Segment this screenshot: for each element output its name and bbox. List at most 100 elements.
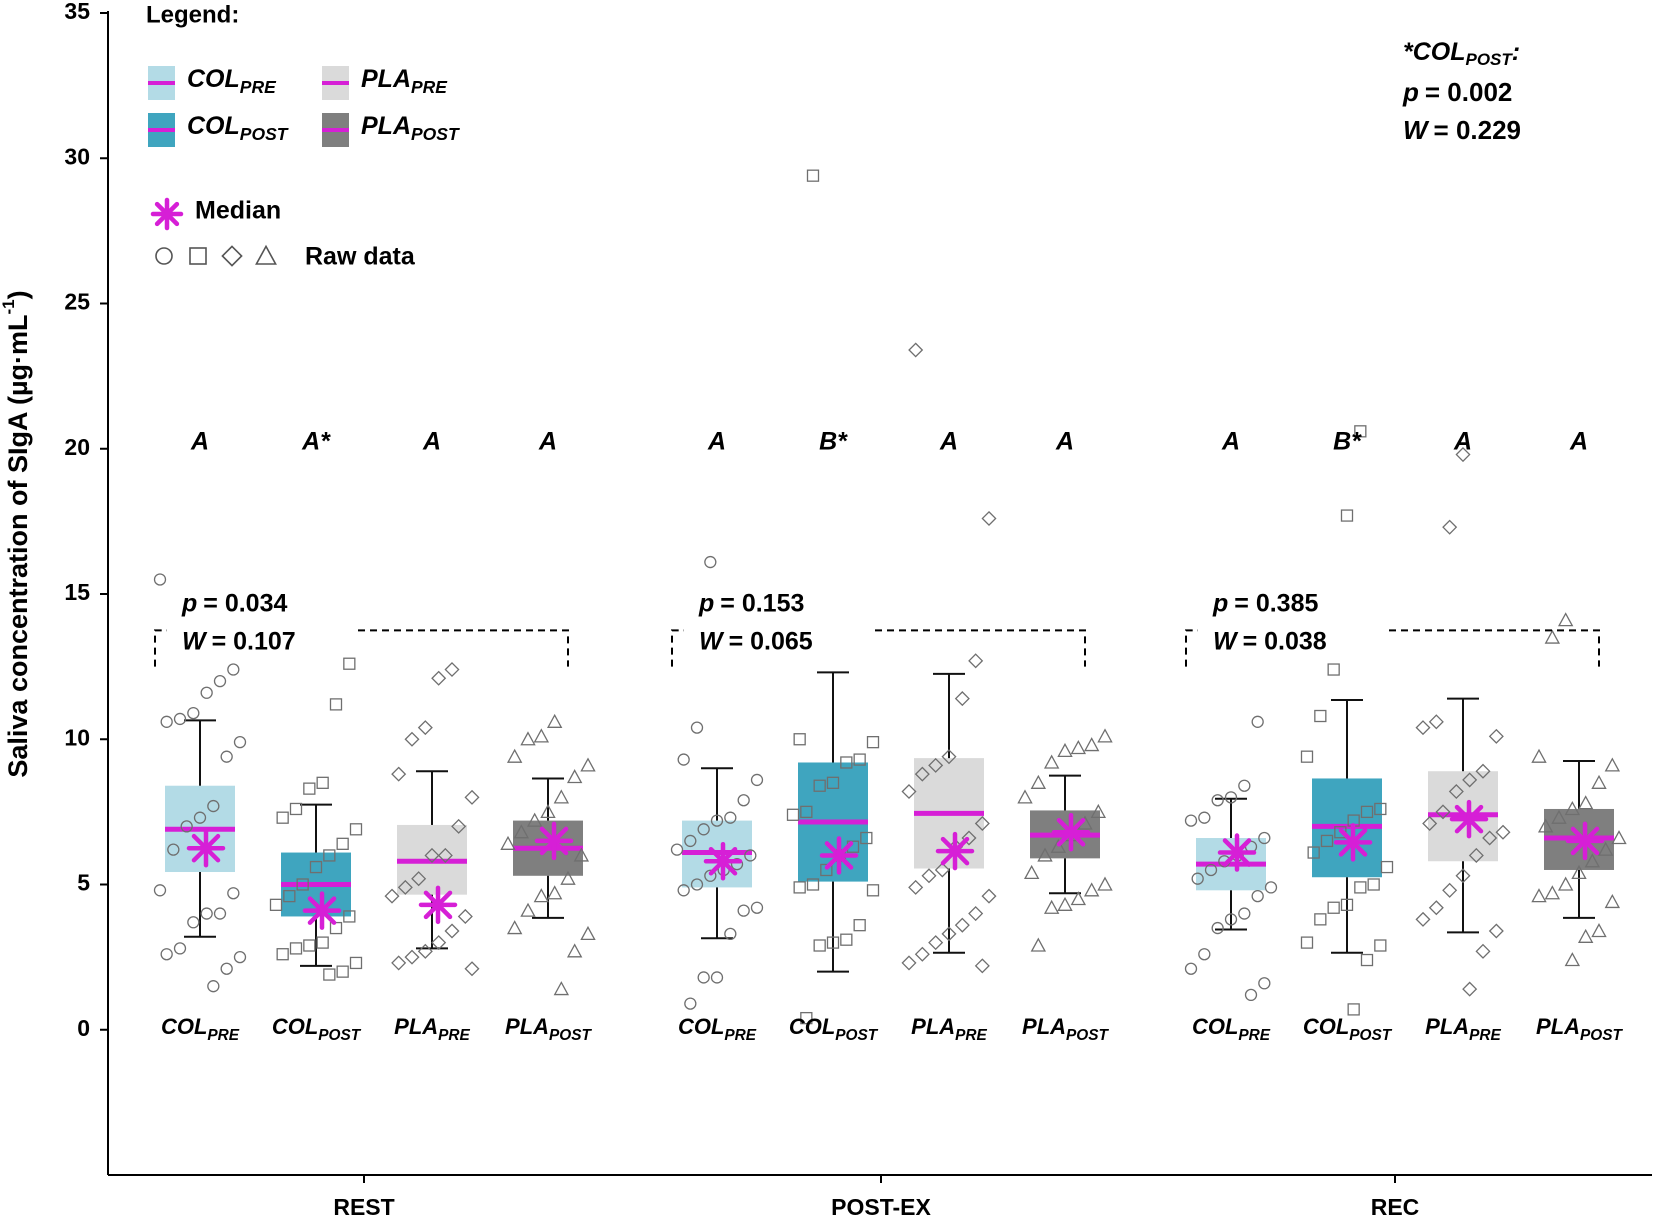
group-letter: A <box>538 428 557 456</box>
median-marker <box>186 828 226 868</box>
raw-point <box>1224 791 1238 804</box>
raw-point <box>526 812 543 827</box>
stat-symbol: p <box>1402 77 1419 107</box>
group-label: REST <box>333 1194 394 1220</box>
label-main: COL <box>789 1014 835 1039</box>
raw-point <box>793 881 806 894</box>
median-arm <box>1338 828 1368 857</box>
median-marker <box>1565 821 1605 861</box>
raw-point <box>974 815 990 832</box>
stat-symbol: W <box>699 627 725 655</box>
raw-point <box>1611 830 1627 845</box>
y-tick-label: 35 <box>64 0 90 24</box>
stat-text: W = 0.107 <box>182 627 296 655</box>
raw-point <box>840 933 853 946</box>
raw-point <box>316 776 329 789</box>
median-marker <box>1217 833 1257 872</box>
y-axis-label: Saliva concentration of SIgA (µg·mL-1) <box>0 290 33 777</box>
median-marker <box>1051 812 1091 852</box>
label-main: PLA <box>394 1014 438 1039</box>
raw-point <box>1211 921 1224 935</box>
raw-point <box>1258 977 1271 990</box>
condition-label: COLPOST <box>272 1014 362 1044</box>
raw-point <box>349 823 363 836</box>
raw-point <box>1380 860 1394 874</box>
raw-point <box>296 878 309 891</box>
median-arm <box>1454 804 1484 834</box>
raw-point <box>533 728 550 743</box>
raw-point <box>506 748 523 763</box>
raw-point <box>1057 742 1073 758</box>
raw-point <box>573 847 590 862</box>
group-letter: A <box>422 428 441 456</box>
condition-label: COLPRE <box>678 1014 757 1044</box>
raw-point <box>806 169 820 182</box>
stat-text: p = 0.385 <box>1212 589 1318 617</box>
condition-label: PLAPRE <box>911 1014 987 1044</box>
raw-point <box>155 247 173 265</box>
raw-point <box>391 955 407 971</box>
raw-point <box>724 927 737 941</box>
raw-point <box>908 879 924 895</box>
raw-point <box>1037 847 1053 862</box>
raw-point <box>200 686 213 699</box>
raw-point <box>813 779 826 792</box>
median-marker <box>703 842 743 881</box>
median-arm <box>940 836 970 866</box>
median-marker <box>819 836 859 875</box>
raw-point <box>1537 818 1554 833</box>
raw-point <box>826 936 840 949</box>
y-tick-label: 0 <box>77 1015 90 1041</box>
raw-point <box>866 884 880 897</box>
median-arm <box>539 826 569 856</box>
raw-point <box>187 916 200 929</box>
raw-point <box>233 950 247 964</box>
label-main: PLA <box>361 65 411 93</box>
raw-point <box>404 731 420 747</box>
condition-label: COLPOST <box>1303 1014 1393 1044</box>
overall-sub: POST <box>1466 50 1514 69</box>
raw-point <box>1083 882 1100 897</box>
stat-text: W = 0.065 <box>699 627 813 655</box>
label-sub: POST <box>1580 1027 1624 1044</box>
raw-point <box>1475 763 1491 779</box>
raw-point <box>921 868 937 884</box>
raw-point <box>1428 714 1444 730</box>
raw-point <box>520 902 536 917</box>
condition-label: COLPOST <box>789 1014 879 1044</box>
raw-point <box>411 871 427 887</box>
raw-point <box>914 946 930 962</box>
stat-symbol: p <box>698 589 714 617</box>
label-sub: PRE <box>1238 1027 1270 1044</box>
raw-point <box>233 736 247 749</box>
group-label: POST-EX <box>831 1194 931 1220</box>
condition-label: PLAPOST <box>505 1014 593 1044</box>
raw-point <box>1097 876 1113 891</box>
stat-text: p = 0.153 <box>698 589 804 617</box>
raw-point <box>437 847 453 863</box>
raw-point <box>457 908 473 924</box>
raw-point <box>677 884 690 897</box>
raw-point <box>800 1011 813 1025</box>
y-label-main: Saliva concentration of SIgA (µg·mL <box>3 315 33 778</box>
raw-point <box>1314 709 1327 723</box>
raw-point <box>914 766 930 782</box>
raw-point <box>500 835 516 850</box>
raw-point <box>684 997 697 1010</box>
median-marker <box>935 831 975 871</box>
raw-point <box>1314 913 1327 926</box>
raw-point <box>1488 923 1504 939</box>
raw-point <box>1468 847 1484 863</box>
group-letter: A <box>939 428 958 456</box>
raw-point <box>1564 952 1581 967</box>
raw-point <box>1251 715 1264 728</box>
raw-point <box>1023 864 1040 880</box>
raw-point <box>189 247 207 265</box>
raw-point <box>744 849 757 862</box>
bracket <box>671 629 684 667</box>
group-letter: B* <box>1333 428 1362 456</box>
raw-point <box>750 901 764 914</box>
raw-point <box>730 858 744 871</box>
group-letter: A <box>1055 428 1074 456</box>
